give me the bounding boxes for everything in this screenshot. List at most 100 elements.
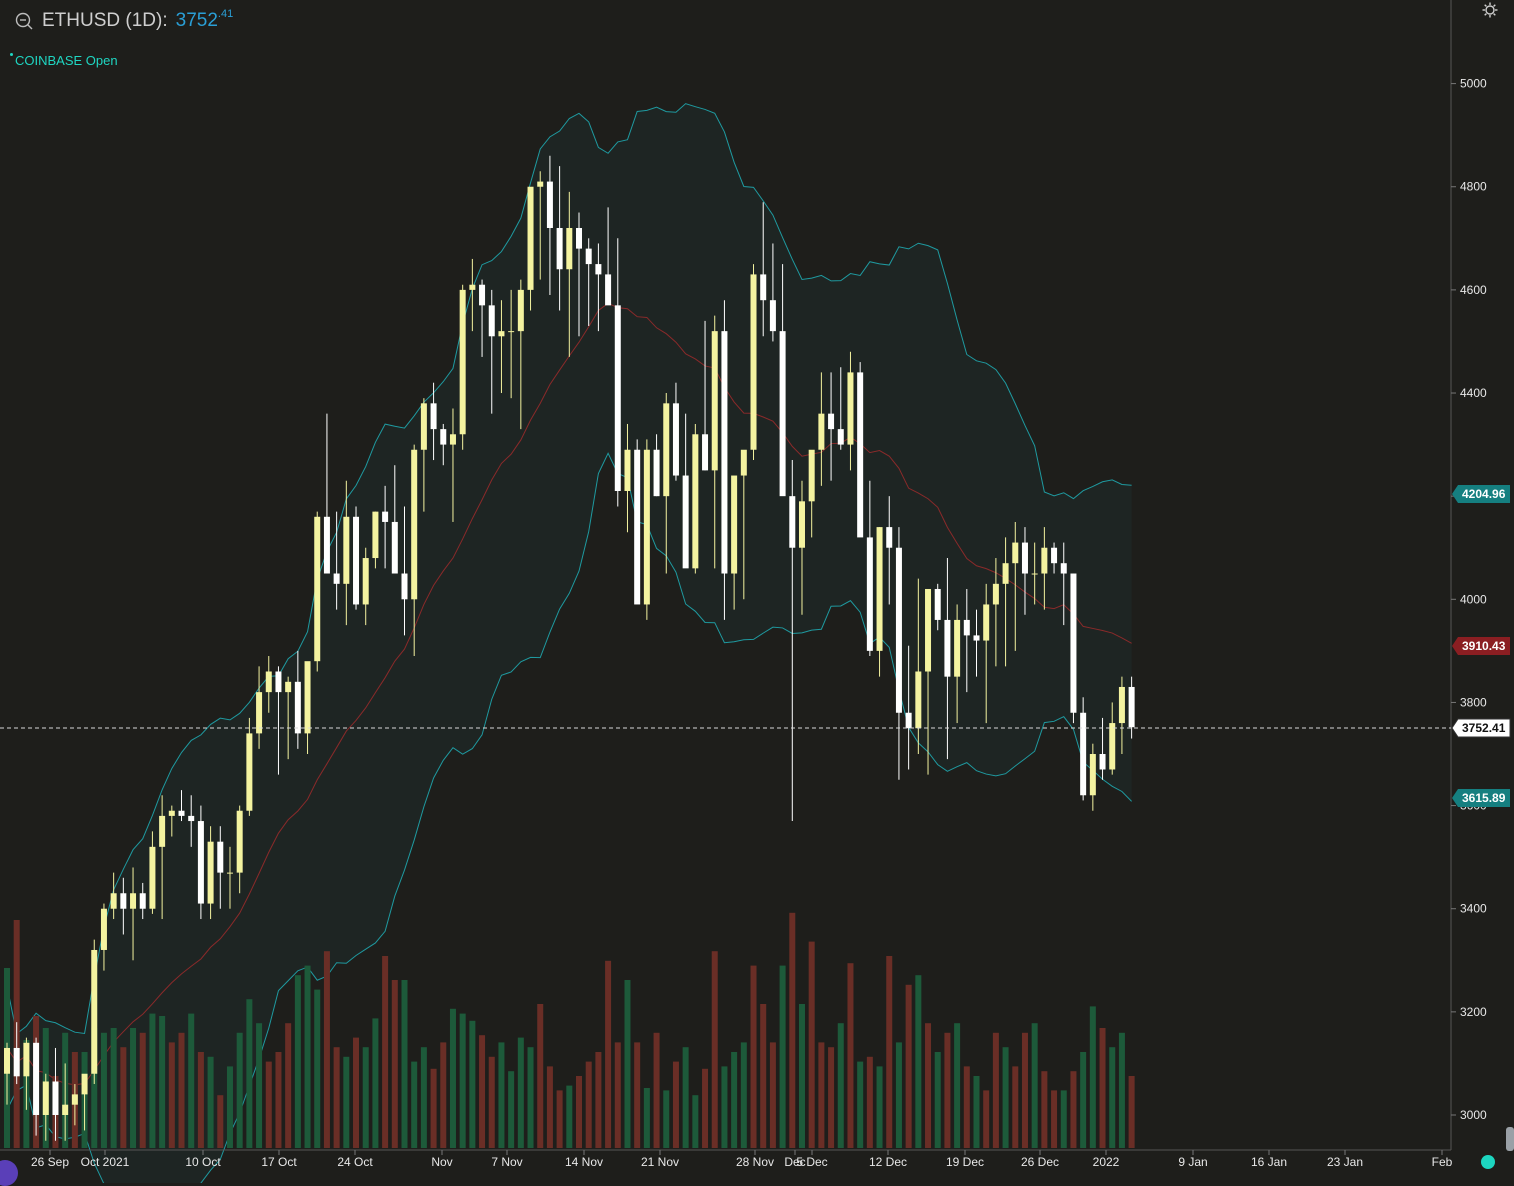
candle	[731, 475, 738, 610]
candle-body	[488, 305, 495, 337]
volume-bar	[828, 1047, 835, 1148]
candle-body	[430, 403, 437, 430]
candle-body	[1089, 754, 1096, 796]
time-axis[interactable]: 26 Sep Oct 2021 10 Oct 17 Oct 24 Oct Nov 7 Nov…	[31, 1150, 1453, 1169]
candle	[130, 867, 137, 961]
status-dot	[10, 53, 13, 56]
volume-bar	[110, 1028, 117, 1148]
candle-body	[285, 681, 292, 693]
candle-body	[110, 893, 117, 909]
volume-bar	[226, 1066, 233, 1148]
volume-bar	[391, 980, 398, 1148]
volume-bar	[692, 1095, 699, 1148]
volume-bar	[886, 956, 893, 1148]
candle-body	[847, 372, 854, 445]
candle	[605, 207, 612, 306]
volume-bar	[740, 1042, 747, 1148]
candle	[915, 578, 922, 755]
volume-bar	[91, 1028, 98, 1148]
candle-body	[100, 908, 107, 950]
volume-bar	[895, 1042, 902, 1148]
candle	[294, 650, 301, 749]
volume-bar	[769, 1042, 776, 1148]
zoom-out-icon[interactable]	[14, 11, 34, 31]
candle-body	[556, 227, 563, 270]
candle-body	[1060, 563, 1067, 574]
volume-bar	[1099, 1028, 1106, 1148]
candle	[682, 413, 689, 569]
x-tick-label: 16 Jan	[1251, 1155, 1287, 1169]
gear-icon[interactable]	[1482, 2, 1498, 18]
volume-bar	[711, 951, 718, 1148]
y-tick-label: 5000	[1460, 77, 1487, 91]
volume-bar	[1060, 1090, 1067, 1148]
candle	[4, 1042, 10, 1105]
price-tags: 4204.96 3910.43 3752.41 3615.89	[1451, 485, 1511, 807]
volume-bar	[1089, 1006, 1096, 1148]
volume-bar	[682, 1047, 689, 1148]
candle	[1118, 676, 1125, 755]
candle	[556, 166, 563, 311]
x-tick-label: Nov	[431, 1155, 452, 1169]
candle-body	[52, 1081, 59, 1115]
volume-bar	[100, 1032, 107, 1148]
candle-body	[362, 558, 369, 605]
volume-bar	[624, 980, 631, 1148]
candle-body	[508, 331, 515, 333]
candle	[1012, 521, 1019, 651]
candle	[372, 511, 379, 569]
y-tick-label: 3400	[1460, 902, 1487, 916]
y-tick-label: 4000	[1460, 592, 1487, 606]
upper-band-line	[6, 103, 1132, 1035]
volume-bar	[973, 1076, 980, 1148]
candle-body	[682, 475, 689, 569]
x-tick-label: 26 Dec	[1021, 1155, 1059, 1169]
candle-body	[934, 588, 941, 620]
candle	[304, 661, 311, 755]
candle	[401, 506, 408, 636]
volume-bar	[1070, 1071, 1077, 1148]
volume-bar	[372, 1018, 379, 1148]
candle	[566, 191, 573, 357]
volume-bar	[643, 1088, 650, 1148]
candle	[149, 831, 156, 914]
candle	[1109, 702, 1116, 775]
candle	[382, 485, 389, 569]
candle-body	[479, 284, 486, 306]
volume-bar	[323, 951, 330, 1148]
volume-bar	[304, 965, 311, 1148]
candle-body	[1002, 563, 1009, 584]
volume-bar	[449, 1008, 456, 1148]
candle-body	[605, 274, 612, 306]
candle	[197, 805, 204, 920]
volume-bar	[857, 1061, 864, 1148]
candle-body	[527, 186, 534, 290]
x-tick-label: 12 Dec	[869, 1155, 907, 1169]
volume-bar	[159, 1016, 166, 1148]
candle-body	[1041, 547, 1048, 574]
candle	[391, 465, 398, 574]
candle	[159, 795, 166, 920]
volume-bar	[915, 975, 922, 1148]
volume-bar	[1031, 1023, 1038, 1148]
volume-bar	[847, 963, 854, 1148]
volume-bar	[236, 1032, 243, 1148]
expand-button[interactable]	[0, 1160, 18, 1186]
upper-band-tag: 4204.96	[1452, 485, 1510, 503]
volume-bar	[488, 1056, 495, 1148]
candle	[217, 826, 224, 909]
candle-body	[905, 712, 912, 729]
candle	[120, 877, 127, 935]
candle-body	[1118, 686, 1125, 724]
exchange-status-label: COINBASE Open	[15, 53, 118, 68]
candle-body	[294, 681, 301, 734]
candle	[110, 872, 117, 920]
candle	[711, 315, 718, 569]
candle	[992, 558, 999, 667]
volume-bar	[343, 1056, 350, 1148]
y-tick-label: 4400	[1460, 386, 1487, 400]
candle	[42, 1073, 49, 1141]
price-scale-handle[interactable]	[1506, 1127, 1514, 1151]
volume-bar	[197, 1052, 204, 1148]
